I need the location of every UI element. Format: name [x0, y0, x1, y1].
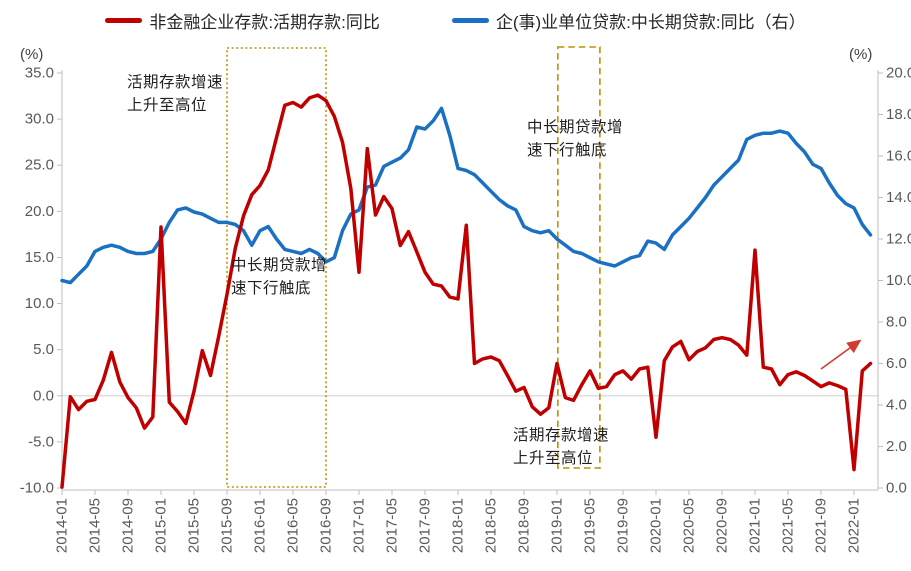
right-axis-tick-label: 2.0 [886, 438, 907, 455]
left-axis-tick-label: -10.0 [20, 480, 54, 497]
annotation-mlt-loan-bottom-2019: 中长期贷款增 速下行触底 [527, 119, 624, 159]
left-axis-tick-label: 30.0 [25, 111, 54, 128]
x-axis-tick-label: 2015-01 [153, 498, 170, 553]
x-axis-tick-label: 2020-01 [648, 498, 665, 553]
left-axis-tick-label: 5.0 [33, 341, 54, 358]
x-axis-tick-label: 2019-09 [615, 498, 632, 553]
x-axis-tick-label: 2017-05 [384, 498, 401, 553]
left-axis-tick-label: -5.0 [28, 433, 54, 450]
x-axis-tick-label: 2017-01 [351, 498, 368, 553]
right-axis-tick-label: 16.0 [886, 148, 911, 165]
right-axis-tick-label: 10.0 [886, 272, 911, 289]
x-axis-tick-label: 2016-09 [318, 498, 335, 553]
legend-swatch-red [105, 18, 143, 23]
annotation-mlt-loan-bottom-2016: 中长期贷款增 速下行触底 [231, 257, 328, 297]
right-axis-tick-label: 8.0 [886, 314, 907, 331]
x-axis-tick-label: 2018-09 [516, 498, 533, 553]
x-axis-tick-label: 2019-01 [549, 498, 566, 553]
x-axis-tick-label: 2021-01 [747, 498, 764, 553]
left-axis-tick-label: 15.0 [25, 249, 54, 266]
x-axis-tick-label: 2020-05 [681, 498, 698, 553]
x-axis-tick-label: 2014-05 [87, 498, 104, 553]
right-axis-unit-label: (%) [849, 46, 873, 63]
x-axis-tick-label: 2015-09 [219, 498, 236, 553]
right-axis-tick-label: 12.0 [886, 231, 911, 248]
annotation-demand-deposit-high-2016: 活期存款增速 上升至高位 [127, 74, 224, 114]
right-axis-tick-label: 6.0 [886, 355, 907, 372]
highlight-box-2 [557, 46, 601, 469]
left-axis-tick-label: 10.0 [25, 295, 54, 312]
x-axis-tick-label: 2016-01 [252, 498, 269, 553]
x-axis-tick-label: 2020-09 [714, 498, 731, 553]
x-axis-tick-label: 2017-09 [417, 498, 434, 553]
series-line-mlt-loans-yoy [60, 106, 873, 285]
left-axis-tick-label: 20.0 [25, 203, 54, 220]
right-axis-tick-label: 4.0 [886, 397, 907, 414]
x-axis-tick-label: 2021-09 [813, 498, 830, 553]
x-axis-tick-label: 2018-01 [450, 498, 467, 553]
x-axis-tick-label: 2018-05 [483, 498, 500, 553]
chart-legend: 非金融企业存款:活期存款:同比 企(事)业单位贷款:中长期贷款:同比（右） [0, 8, 911, 33]
annotation-demand-deposit-high-2019: 活期存款增速 上升至高位 [513, 427, 610, 467]
legend-label-mlt-loans: 企(事)业单位贷款:中长期贷款:同比（右） [495, 13, 806, 32]
x-axis-tick-label: 2016-05 [285, 498, 302, 553]
x-axis-tick-label: 2014-01 [54, 498, 71, 553]
left-axis-unit-label: (%) [20, 46, 44, 63]
right-axis-tick-label: 14.0 [886, 189, 911, 206]
x-axis-tick-label: 2014-09 [120, 498, 137, 553]
highlight-box-1 [226, 47, 327, 488]
trend-arrow [820, 339, 862, 370]
left-axis-tick-label: 0.0 [33, 387, 54, 404]
left-axis-tick-label: 35.0 [25, 65, 54, 82]
x-axis-tick-label: 2021-05 [780, 498, 797, 553]
right-axis-tick-label: 18.0 [886, 106, 911, 123]
left-axis-tick-label: 25.0 [25, 157, 54, 174]
x-axis-tick-label: 2019-05 [582, 498, 599, 553]
legend-label-demand-deposits: 非金融企业存款:活期存款:同比 [149, 13, 380, 32]
x-axis-tick-label: 2022-01 [846, 498, 863, 553]
right-axis-tick-label: 20.0 [886, 65, 911, 82]
legend-swatch-blue [451, 18, 489, 23]
legend-item-demand-deposits: 非金融企业存款:活期存款:同比 [105, 8, 380, 33]
series-line-demand-deposits-yoy [60, 93, 873, 489]
x-axis-tick-label: 2015-05 [186, 498, 203, 553]
right-axis-tick-label: 0.0 [886, 480, 907, 497]
legend-item-mlt-loans: 企(事)业单位贷款:中长期贷款:同比（右） [451, 8, 806, 33]
